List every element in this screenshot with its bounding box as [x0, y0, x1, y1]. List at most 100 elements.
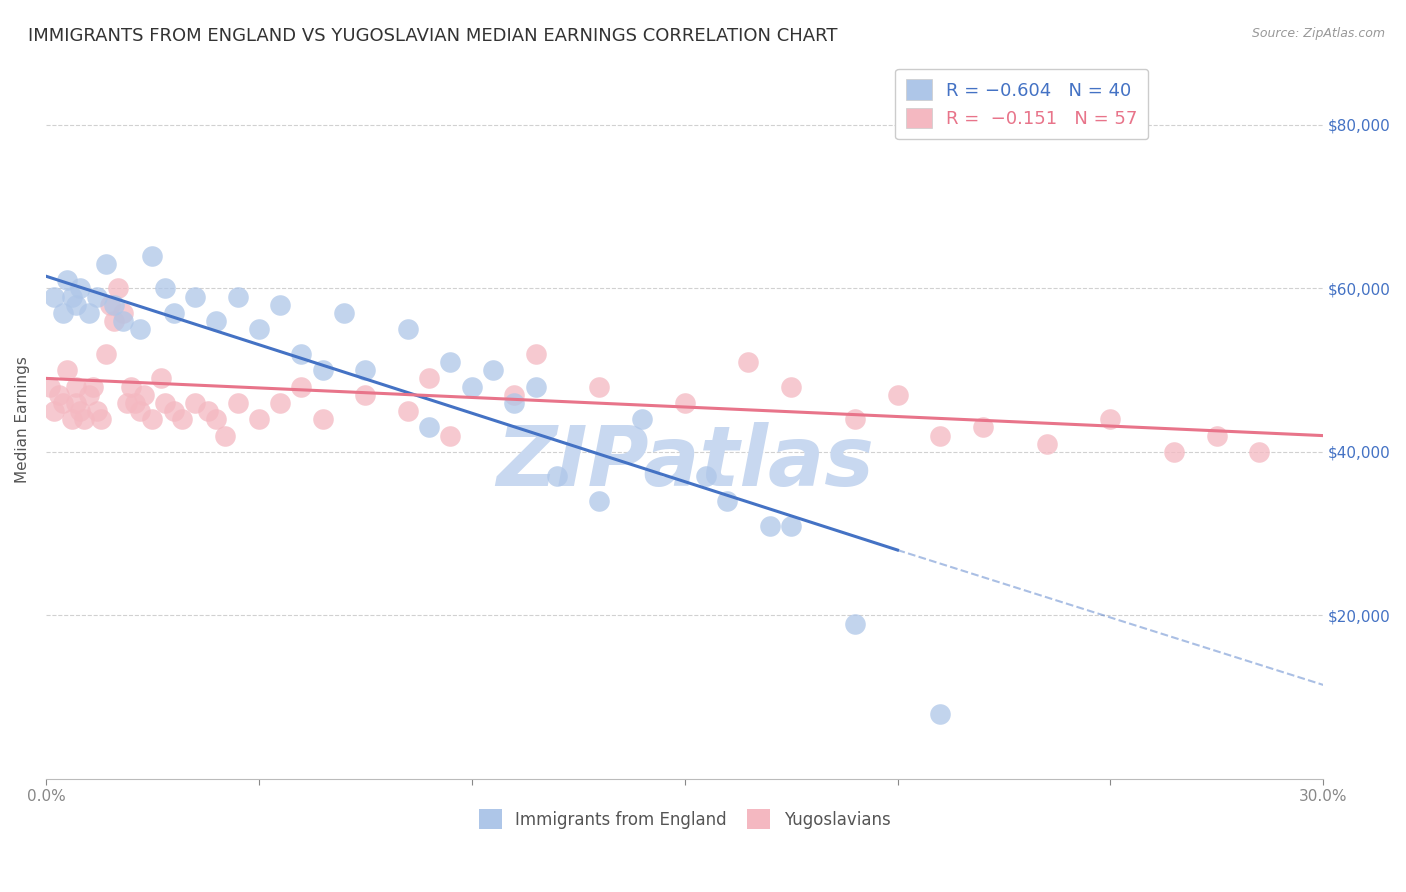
Point — [94, 257, 117, 271]
Point — [396, 322, 419, 336]
Point — [128, 404, 150, 418]
Legend: Immigrants from England, Yugoslavians: Immigrants from England, Yugoslavians — [472, 803, 897, 835]
Point — [1035, 437, 1057, 451]
Point — [56, 363, 79, 377]
Point — [1205, 428, 1227, 442]
Y-axis label: Median Earnings: Median Earnings — [15, 356, 30, 483]
Point — [290, 347, 312, 361]
Point — [737, 355, 759, 369]
Point — [86, 404, 108, 418]
Point — [141, 249, 163, 263]
Point — [141, 412, 163, 426]
Point — [77, 306, 100, 320]
Point — [107, 281, 129, 295]
Point — [695, 469, 717, 483]
Point — [354, 363, 377, 377]
Point — [153, 396, 176, 410]
Point — [844, 616, 866, 631]
Point — [163, 404, 186, 418]
Point — [886, 388, 908, 402]
Point — [205, 412, 228, 426]
Point — [115, 396, 138, 410]
Point — [226, 290, 249, 304]
Point — [312, 363, 335, 377]
Point — [396, 404, 419, 418]
Point — [172, 412, 194, 426]
Point — [929, 428, 952, 442]
Point — [780, 379, 803, 393]
Point — [929, 706, 952, 721]
Point — [354, 388, 377, 402]
Point — [69, 281, 91, 295]
Point — [98, 298, 121, 312]
Point — [588, 494, 610, 508]
Point — [1099, 412, 1122, 426]
Point — [333, 306, 356, 320]
Point — [503, 388, 526, 402]
Point — [1249, 445, 1271, 459]
Point — [82, 379, 104, 393]
Point — [269, 298, 291, 312]
Point — [128, 322, 150, 336]
Point — [524, 347, 547, 361]
Point — [312, 412, 335, 426]
Point — [120, 379, 142, 393]
Point — [418, 371, 440, 385]
Point — [153, 281, 176, 295]
Point — [184, 290, 207, 304]
Text: Source: ZipAtlas.com: Source: ZipAtlas.com — [1251, 27, 1385, 40]
Point — [184, 396, 207, 410]
Point — [205, 314, 228, 328]
Point — [269, 396, 291, 410]
Point — [439, 355, 461, 369]
Point — [844, 412, 866, 426]
Point — [48, 388, 70, 402]
Point — [247, 322, 270, 336]
Point — [90, 412, 112, 426]
Point — [197, 404, 219, 418]
Point — [418, 420, 440, 434]
Text: IMMIGRANTS FROM ENGLAND VS YUGOSLAVIAN MEDIAN EARNINGS CORRELATION CHART: IMMIGRANTS FROM ENGLAND VS YUGOSLAVIAN M… — [28, 27, 838, 45]
Point — [716, 494, 738, 508]
Point — [65, 396, 87, 410]
Point — [60, 412, 83, 426]
Point — [1163, 445, 1185, 459]
Point — [290, 379, 312, 393]
Point — [758, 518, 780, 533]
Point — [65, 379, 87, 393]
Point — [44, 404, 66, 418]
Point — [163, 306, 186, 320]
Point — [631, 412, 654, 426]
Point — [524, 379, 547, 393]
Point — [65, 298, 87, 312]
Point — [439, 428, 461, 442]
Point — [546, 469, 568, 483]
Point — [132, 388, 155, 402]
Point — [247, 412, 270, 426]
Point — [214, 428, 236, 442]
Point — [86, 290, 108, 304]
Point — [60, 290, 83, 304]
Text: ZIPatlas: ZIPatlas — [496, 422, 873, 503]
Point — [77, 388, 100, 402]
Point — [52, 396, 75, 410]
Point — [69, 404, 91, 418]
Point — [780, 518, 803, 533]
Point — [103, 298, 125, 312]
Point — [111, 314, 134, 328]
Point — [56, 273, 79, 287]
Point — [44, 290, 66, 304]
Point — [103, 314, 125, 328]
Point — [972, 420, 994, 434]
Point — [673, 396, 696, 410]
Point — [226, 396, 249, 410]
Point — [124, 396, 146, 410]
Point — [39, 379, 62, 393]
Point — [52, 306, 75, 320]
Point — [503, 396, 526, 410]
Point — [111, 306, 134, 320]
Point — [461, 379, 484, 393]
Point — [482, 363, 505, 377]
Point — [73, 412, 96, 426]
Point — [149, 371, 172, 385]
